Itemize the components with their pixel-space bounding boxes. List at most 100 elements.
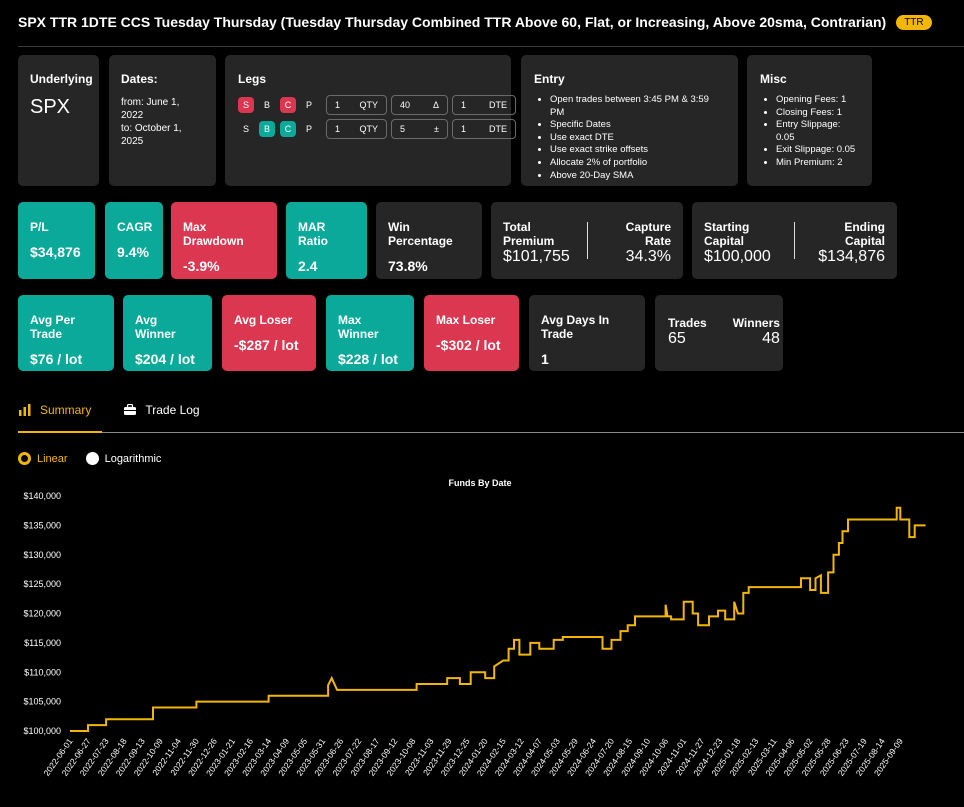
y-tick-label: $115,000 — [24, 638, 61, 648]
y-tick-label: $120,000 — [23, 609, 61, 619]
list-item: Min Premium: 2 — [776, 157, 859, 170]
leg1-buy-toggle[interactable]: B — [263, 100, 270, 110]
trades-winners-card: Trades 65 Winners 48 — [655, 295, 783, 371]
list-item: Above 20-Day SMA — [550, 170, 725, 183]
ending-capital: Ending Capital $134,876 — [795, 202, 897, 279]
avg-days-card: Avg Days In Trade 1 — [529, 295, 645, 371]
cagr-label: CAGR — [117, 220, 153, 234]
starting-capital-label: Starting Capital — [704, 220, 750, 248]
tab-trade-log-label: Trade Log — [145, 403, 200, 417]
starting-capital-value: $100,000 — [704, 248, 771, 265]
bar-chart-icon — [19, 404, 31, 416]
page-title: SPX TTR 1DTE CCS Tuesday Thursday (Tuesd… — [18, 14, 887, 30]
radio-linear-label: Linear — [37, 452, 68, 465]
avg-days-label: Avg Days In Trade — [541, 313, 610, 341]
leg1-strike-unit: Δ — [432, 100, 439, 110]
trades-label: Trades — [668, 316, 707, 330]
divider — [794, 222, 795, 259]
pl-value: $34,876 — [30, 244, 81, 260]
underlying-value: SPX — [30, 96, 71, 118]
leg1-qty-field[interactable]: 1 QTY — [326, 95, 387, 115]
max-loser-label: Max Loser — [436, 313, 496, 327]
underlying-label: Underlying — [30, 72, 93, 86]
max-loser-card: Max Loser -$302 / lot — [424, 295, 519, 371]
ending-capital-label: Ending Capital — [844, 220, 885, 248]
radio-selected-icon — [18, 452, 31, 465]
total-premium-value: $101,755 — [503, 248, 570, 265]
y-tick-label: $130,000 — [23, 550, 61, 560]
winners-value: 48 — [762, 330, 780, 347]
leg1-strike-value: 40 — [400, 100, 411, 110]
header-divider — [18, 46, 964, 47]
pl-label: P/L — [30, 220, 49, 234]
radio-logarithmic[interactable]: Logarithmic — [85, 452, 162, 465]
leg1-dte-field[interactable]: 1 DTE — [452, 95, 516, 115]
premium-capture-card: Total Premium $101,755 Capture Rate 34.3… — [491, 202, 683, 279]
dates-from: from: June 1, 2022 — [121, 97, 180, 121]
max-winner-value: $228 / lot — [338, 351, 398, 367]
dates-label: Dates: — [121, 72, 158, 86]
leg1-call-toggle[interactable]: C — [280, 97, 296, 113]
leg-row-2: S B C P 1 QTY 5 ± 1 DTE — [238, 119, 520, 139]
capture-rate-label: Capture Rate — [625, 220, 671, 248]
title-row: SPX TTR 1DTE CCS Tuesday Thursday (Tuesd… — [18, 12, 932, 32]
leg2-buy-toggle[interactable]: B — [259, 121, 275, 137]
avg-loser-label: Avg Loser — [234, 313, 293, 327]
radio-linear[interactable]: Linear — [18, 452, 68, 465]
leg1-strike-field[interactable]: 40 Δ — [391, 95, 448, 115]
leg2-strike-field[interactable]: 5 ± — [391, 119, 448, 139]
y-tick-label: $140,000 — [23, 491, 61, 501]
chart-title: Funds By Date — [448, 478, 511, 488]
mar-ratio-card: MAR Ratio 2.4 — [286, 202, 367, 279]
cagr-card: CAGR 9.4% — [105, 202, 163, 279]
funds-series-line — [70, 506, 926, 732]
leg2-call-toggle[interactable]: C — [280, 121, 296, 137]
misc-card: Misc Opening Fees: 1 Closing Fees: 1 Ent… — [747, 55, 872, 186]
leg1-qty-value: 1 — [335, 100, 341, 110]
funds-by-date-chart: Funds By Date $100,000 $105,000 $110,000 $1… — [23, 478, 926, 778]
leg2-put-toggle[interactable]: P — [305, 124, 312, 134]
leg2-sell-toggle[interactable]: S — [242, 124, 249, 134]
capture-rate: Capture Rate 34.3% — [588, 202, 684, 279]
avg-per-trade-value: $76 / lot — [30, 351, 83, 367]
leg1-dte-unit: DTE — [489, 100, 507, 110]
avg-loser-card: Avg Loser -$287 / lot — [222, 295, 316, 371]
max-drawdown-value: -3.9% — [183, 258, 220, 274]
max-loser-value: -$302 / lot — [436, 337, 501, 353]
max-drawdown-label: Max Drawdown — [183, 220, 244, 248]
leg1-sell-toggle[interactable]: S — [238, 97, 254, 113]
max-drawdown-card: Max Drawdown -3.9% — [171, 202, 277, 279]
leg1-dte-value: 1 — [461, 100, 467, 110]
max-winner-card: Max Winner $228 / lot — [326, 295, 414, 371]
legs-card: Legs S B C P 1 QTY 40 Δ 1 DTE S B C P 1 QTY … — [225, 55, 516, 186]
cagr-value: 9.4% — [117, 244, 149, 260]
leg2-dte-field[interactable]: 1 DTE — [452, 119, 516, 139]
avg-days-value: 1 — [541, 351, 549, 367]
active-tab-indicator — [18, 431, 102, 433]
leg2-qty-value: 1 — [335, 124, 341, 134]
tab-summary-label: Summary — [40, 403, 92, 417]
win-percentage-label: Win Percentage — [388, 220, 453, 248]
tab-summary[interactable]: Summary — [18, 403, 91, 417]
view-tabs: Summary Trade Log — [18, 403, 232, 417]
y-tick-label: $110,000 — [24, 667, 61, 677]
y-tick-label: $100,000 — [23, 726, 61, 736]
avg-winner-value: $204 / lot — [135, 351, 195, 367]
radio-unselected-icon — [85, 452, 99, 465]
win-percentage-value: 73.8% — [388, 258, 428, 274]
legs-label: Legs — [238, 72, 267, 86]
avg-per-trade-card: Avg Per Trade $76 / lot — [18, 295, 114, 371]
radio-logarithmic-label: Logarithmic — [104, 452, 162, 465]
list-item: Closing Fees: 1 — [776, 107, 859, 120]
dates-card: Dates: from: June 1, 2022 to: October 1,… — [109, 55, 216, 186]
mar-ratio-label: MAR Ratio — [298, 220, 328, 248]
leg2-dte-value: 1 — [461, 124, 467, 134]
strategy-badge[interactable]: TTR — [896, 14, 932, 30]
y-tick-label: $125,000 — [23, 579, 61, 589]
leg2-qty-field[interactable]: 1 QTY — [326, 119, 387, 139]
mar-ratio-value: 2.4 — [298, 258, 318, 274]
divider — [586, 222, 588, 259]
leg1-put-toggle[interactable]: P — [305, 100, 312, 110]
y-tick-label: $135,000 — [23, 520, 61, 530]
tab-trade-log[interactable]: Trade Log — [123, 403, 200, 417]
